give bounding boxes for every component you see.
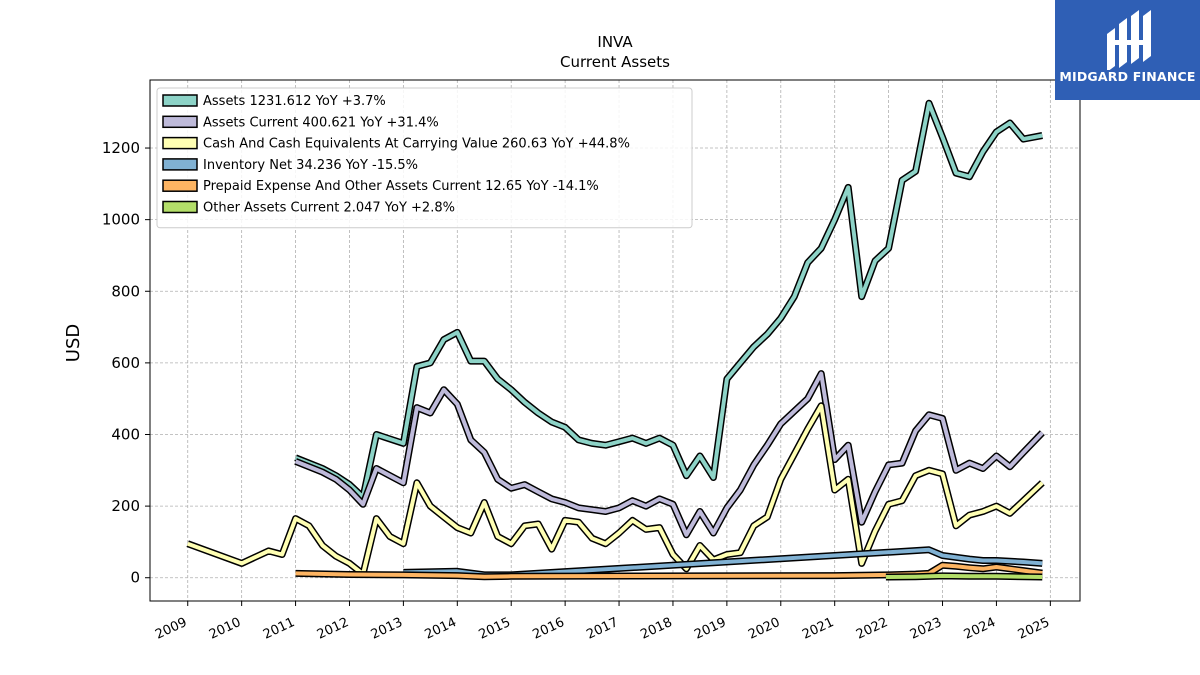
x-tick-label: 2013 bbox=[369, 615, 405, 643]
y-tick-label: 1000 bbox=[102, 211, 140, 229]
legend-swatch bbox=[162, 115, 198, 129]
legend-swatch bbox=[162, 179, 198, 192]
brand-name: MIDGARD FINANCE bbox=[1059, 69, 1196, 84]
x-tick-label: 2021 bbox=[800, 615, 836, 643]
y-tick-label: 600 bbox=[111, 354, 140, 372]
x-tick-label: 2022 bbox=[854, 615, 890, 643]
legend-swatch bbox=[162, 136, 198, 150]
x-tick-label: 2012 bbox=[315, 615, 351, 643]
plot-frame bbox=[149, 79, 1081, 602]
legend-label: Inventory Net 34.236 YoY -15.5% bbox=[203, 158, 418, 173]
series-line bbox=[885, 572, 1043, 581]
y-tick-label: 400 bbox=[111, 425, 140, 443]
series-line bbox=[186, 402, 1045, 578]
x-tick-label: 2023 bbox=[908, 615, 944, 643]
series-stroke bbox=[885, 573, 1043, 579]
x-tick-label: 2019 bbox=[692, 615, 728, 643]
y-tick-label: 200 bbox=[111, 497, 140, 515]
legend-label: Other Assets Current 2.047 YoY +2.8% bbox=[203, 201, 455, 216]
chart-title: INVA bbox=[597, 33, 633, 51]
y-axis-label: USD bbox=[63, 324, 84, 362]
legend-item: Inventory Net 34.236 YoY -15.5% bbox=[162, 158, 418, 173]
legend-item: Cash And Cash Equivalents At Carrying Va… bbox=[162, 136, 630, 152]
series-line bbox=[294, 99, 1043, 501]
x-tick-label: 2017 bbox=[584, 615, 620, 643]
legend-item: Assets Current 400.621 YoY +31.4% bbox=[162, 115, 439, 130]
x-tick-label: 2018 bbox=[638, 615, 674, 643]
y-tick-label: 0 bbox=[130, 569, 140, 587]
x-tick-label: 2015 bbox=[477, 615, 513, 643]
legend-item: Prepaid Expense And Other Assets Current… bbox=[162, 179, 599, 194]
y-tick-label: 800 bbox=[111, 282, 140, 300]
legend-label: Prepaid Expense And Other Assets Current… bbox=[203, 179, 599, 194]
legend-swatch bbox=[162, 200, 198, 214]
chart-subtitle: Current Assets bbox=[560, 53, 670, 71]
x-tick-label: 2025 bbox=[1016, 615, 1052, 643]
series-stroke bbox=[294, 101, 1043, 500]
legend: Assets 1231.612 YoY +3.7% Assets Current … bbox=[156, 87, 693, 229]
x-tick-label: 2024 bbox=[962, 615, 998, 643]
series-lines bbox=[186, 99, 1045, 581]
legend-label: Assets 1231.612 YoY +3.7% bbox=[203, 94, 386, 109]
brand-logo: MIDGARD FINANCE bbox=[1055, 0, 1200, 100]
legend-item: Other Assets Current 2.047 YoY +2.8% bbox=[162, 200, 455, 216]
legend-swatch bbox=[162, 94, 198, 107]
x-tick-label: 2009 bbox=[153, 615, 189, 643]
midgard-logo-icon bbox=[1107, 10, 1151, 70]
x-tick-label: 2010 bbox=[207, 615, 243, 643]
legend-swatch bbox=[162, 158, 198, 171]
series-stroke bbox=[187, 403, 1044, 577]
legend-label: Assets Current 400.621 YoY +31.4% bbox=[203, 115, 439, 130]
series-line bbox=[294, 370, 1045, 539]
legend-box bbox=[156, 87, 693, 229]
x-tick-label: 2011 bbox=[261, 615, 297, 643]
legend-item: Assets 1231.612 YoY +3.7% bbox=[162, 94, 386, 109]
series-stroke bbox=[294, 371, 1044, 537]
legend-label: Cash And Cash Equivalents At Carrying Va… bbox=[203, 137, 630, 152]
y-tick-label: 1200 bbox=[102, 139, 140, 157]
x-tick-label: 2020 bbox=[746, 615, 782, 643]
x-tick-label: 2014 bbox=[423, 615, 459, 643]
x-tick-label: 2016 bbox=[530, 615, 566, 643]
